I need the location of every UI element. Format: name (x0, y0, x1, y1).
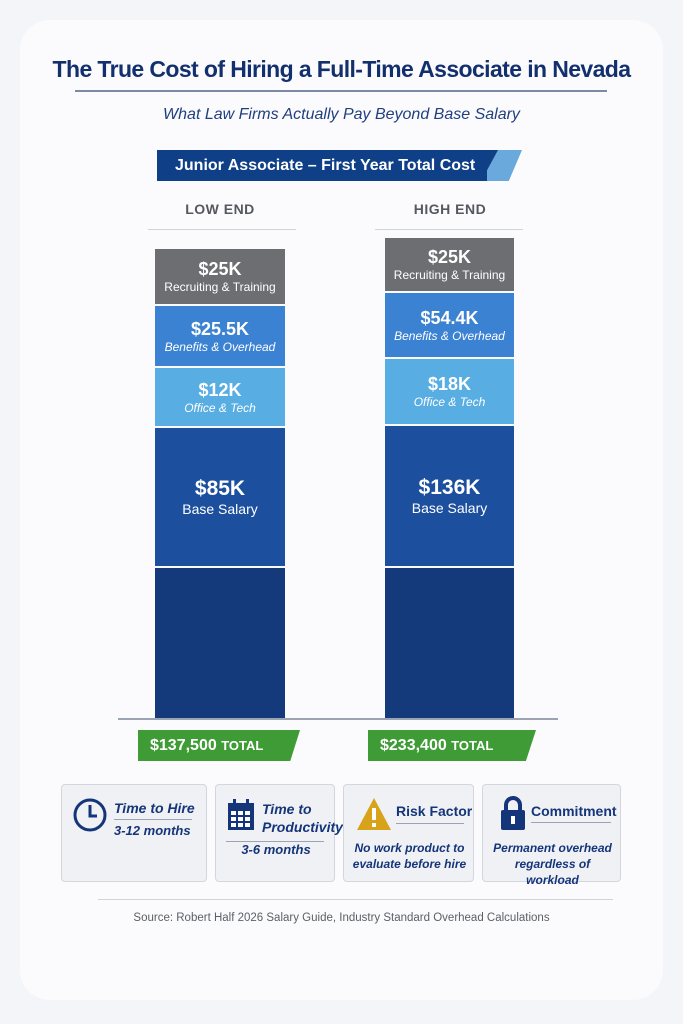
category-label-low: LOW END (185, 201, 255, 217)
divider (375, 229, 523, 230)
total-suffix: TOTAL (451, 738, 494, 753)
bar-segment-high-benefits: $54.4K Benefits & Overhead (385, 293, 514, 359)
total-suffix: TOTAL (221, 738, 264, 753)
card-detail: Permanent overhead regardless of workloa… (493, 841, 612, 887)
card-underline (226, 841, 324, 842)
divider (148, 229, 296, 230)
segment-value: $25K (198, 259, 242, 279)
total-value: $233,400 (380, 737, 447, 754)
calendar-icon (228, 799, 254, 830)
segment-label: Office & Tech (184, 400, 256, 415)
bar-segment-high-salary-base (385, 568, 514, 718)
segment-label: Base Salary (182, 501, 258, 517)
bar-segment-low-salary: $85K Base Salary (155, 428, 285, 568)
subtitle: What Law Firms Actually Pay Beyond Base … (163, 106, 520, 123)
bar-segment-high-recruiting: $25K Recruiting & Training (385, 238, 514, 293)
segment-value: $25.5K (190, 318, 250, 339)
bar-segment-low-office: $12K Office & Tech (155, 368, 285, 428)
card-title: Risk Factor (396, 803, 473, 819)
info-card-time-to-productivity: Time to Productivity 3-6 months (215, 784, 343, 882)
bar-segment-low-recruiting: $25K Recruiting & Training (155, 249, 285, 306)
segment-value: $136K (418, 476, 481, 499)
bar-segment-low-salary-base (155, 568, 285, 718)
segment-label: Office & Tech (413, 395, 486, 409)
source-note: Source: Robert Half 2026 Salary Guide, I… (133, 912, 550, 924)
info-card-risk-factor: Risk Factor No work product to evaluate … (343, 784, 474, 882)
segment-value: $54.4K (420, 307, 479, 328)
page-title: The True Cost of Hiring a Full-Time Asso… (52, 56, 632, 82)
segment-label: Benefits & Overhead (394, 328, 505, 343)
segment-value: $12K (198, 379, 242, 400)
segment-value: $25K (427, 247, 472, 267)
bar-segment-high-salary: $136K Base Salary (385, 426, 514, 568)
segment-label: Recruiting & Training (164, 280, 276, 294)
info-card-time-to-hire: Time to Hire 3-12 months (61, 784, 207, 882)
clock-icon (73, 798, 107, 832)
total-badge-high: $233,400 TOTAL (368, 730, 536, 761)
segment-value: $18K (427, 374, 472, 394)
card-underline (531, 822, 611, 823)
card-underline (396, 823, 464, 824)
total-value: $137,500 (150, 737, 217, 754)
info-card-commitment: Commitment Permanent overhead regardless… (482, 784, 621, 887)
footer-divider (98, 899, 613, 900)
chart-banner: Junior Associate – First Year Total Cost (157, 150, 487, 181)
card-title: Time to Productivity (262, 801, 343, 835)
segment-label: Recruiting & Training (393, 268, 506, 282)
segment-value: $85K (194, 477, 246, 500)
card-detail: 3-12 months (114, 823, 191, 838)
bar-segment-high-office: $18K Office & Tech (385, 359, 514, 426)
card-title: Commitment (531, 803, 617, 819)
segment-label: Base Salary (411, 500, 488, 516)
warning-icon (357, 798, 391, 830)
card-detail: No work product to evaluate before hire (352, 841, 467, 871)
card-underline (114, 819, 192, 820)
segment-label: Benefits & Overhead (164, 339, 276, 354)
bar-segment-low-benefits: $25.5K Benefits & Overhead (155, 306, 285, 368)
chart-baseline (118, 718, 558, 720)
total-badge-low: $137,500 TOTAL (138, 730, 300, 761)
title-divider (75, 90, 607, 92)
card-detail: 3-6 months (241, 842, 311, 857)
category-label-high: HIGH END (413, 201, 487, 217)
card-title: Time to Hire (114, 800, 195, 816)
lock-icon (501, 796, 525, 830)
